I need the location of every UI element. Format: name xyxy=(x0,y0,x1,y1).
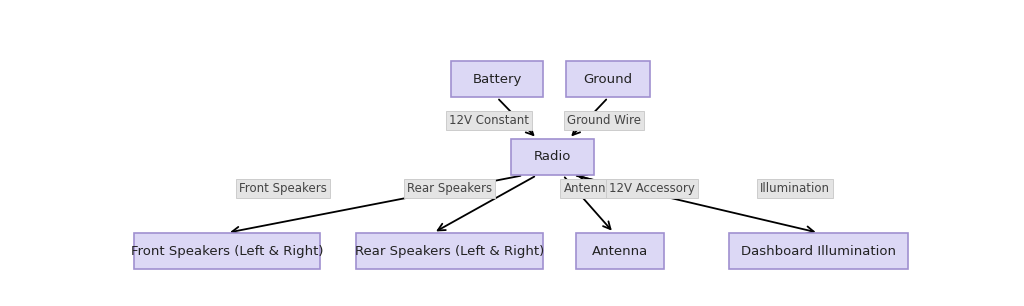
Text: Rear Speakers (Left & Right): Rear Speakers (Left & Right) xyxy=(354,244,544,258)
Text: Antenna: Antenna xyxy=(563,182,613,195)
FancyBboxPatch shape xyxy=(452,61,543,97)
FancyBboxPatch shape xyxy=(356,233,543,269)
Text: Antenna: Antenna xyxy=(592,244,648,258)
Text: Radio: Radio xyxy=(534,150,571,163)
Text: 12V Constant: 12V Constant xyxy=(450,114,529,127)
Text: Ground: Ground xyxy=(584,73,633,86)
Text: Battery: Battery xyxy=(472,73,521,86)
FancyBboxPatch shape xyxy=(134,233,321,269)
FancyBboxPatch shape xyxy=(577,233,664,269)
FancyBboxPatch shape xyxy=(511,139,594,175)
Text: Illumination: Illumination xyxy=(760,182,829,195)
Text: Dashboard Illumination: Dashboard Illumination xyxy=(741,244,896,258)
Text: Front Speakers: Front Speakers xyxy=(239,182,327,195)
FancyBboxPatch shape xyxy=(566,61,650,97)
Text: Rear Speakers: Rear Speakers xyxy=(407,182,492,195)
FancyBboxPatch shape xyxy=(729,233,907,269)
Text: Ground Wire: Ground Wire xyxy=(567,114,641,127)
Text: 12V Accessory: 12V Accessory xyxy=(609,182,694,195)
Text: Front Speakers (Left & Right): Front Speakers (Left & Right) xyxy=(131,244,324,258)
